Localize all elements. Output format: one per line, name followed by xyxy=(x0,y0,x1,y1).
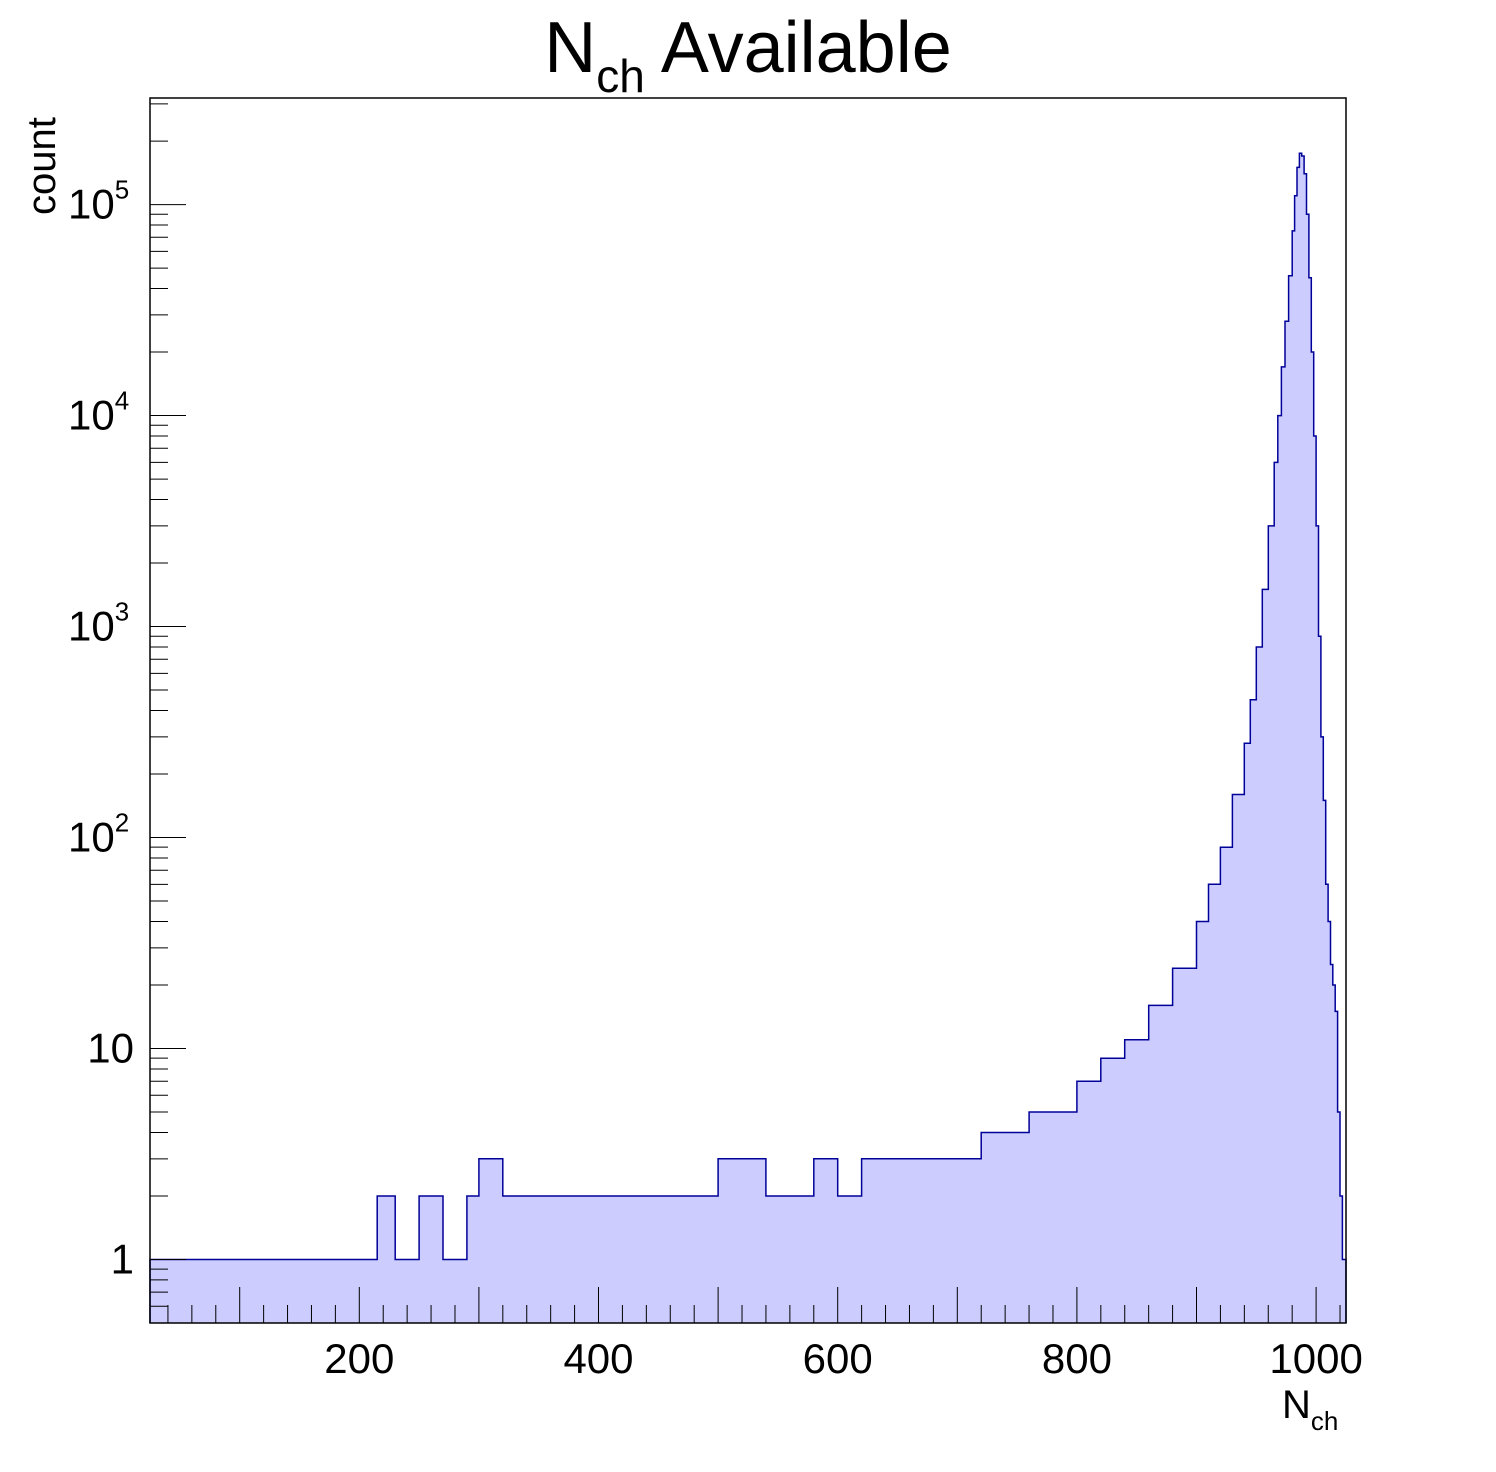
svg-text:Nch Available: Nch Available xyxy=(544,8,952,102)
y-tick-label: 103 xyxy=(68,597,129,650)
histogram-outline xyxy=(149,152,1347,1323)
y-tick-label: 1 xyxy=(111,1235,134,1282)
x-tick-label: 200 xyxy=(324,1335,394,1382)
title-subscript: ch xyxy=(596,50,645,102)
chart-title: Nch Available xyxy=(544,8,952,102)
plot-area xyxy=(149,152,1347,1323)
y-axis-tick-labels: 1 10 102 103 104 105 xyxy=(68,175,134,1283)
y-tick-label: 102 xyxy=(68,808,129,861)
svg-text:Nch: Nch xyxy=(1282,1383,1338,1436)
y-axis-ticks xyxy=(150,103,186,1324)
title-main: N xyxy=(544,8,596,88)
y-tick-label: 105 xyxy=(68,175,129,228)
y-axis-title: count xyxy=(20,117,64,215)
x-tick-label: 800 xyxy=(1042,1335,1112,1382)
x-axis-title-subscript: ch xyxy=(1311,1406,1338,1436)
x-tick-label: 400 xyxy=(563,1335,633,1382)
x-tick-label: 600 xyxy=(803,1335,873,1382)
y-tick-label: 10 xyxy=(87,1025,134,1072)
y-axis-title-text: count xyxy=(20,117,64,215)
x-axis-ticks xyxy=(167,1287,1341,1323)
x-tick-label: 1000 xyxy=(1269,1335,1362,1382)
y-tick-label: 104 xyxy=(68,386,129,439)
x-axis-title-main: N xyxy=(1282,1383,1311,1427)
x-axis-tick-labels: 200 400 600 800 1000 xyxy=(324,1335,1363,1382)
title-rest: Available xyxy=(645,8,952,88)
x-axis-title: Nch xyxy=(1282,1383,1338,1436)
histogram-fill xyxy=(150,153,1346,1323)
